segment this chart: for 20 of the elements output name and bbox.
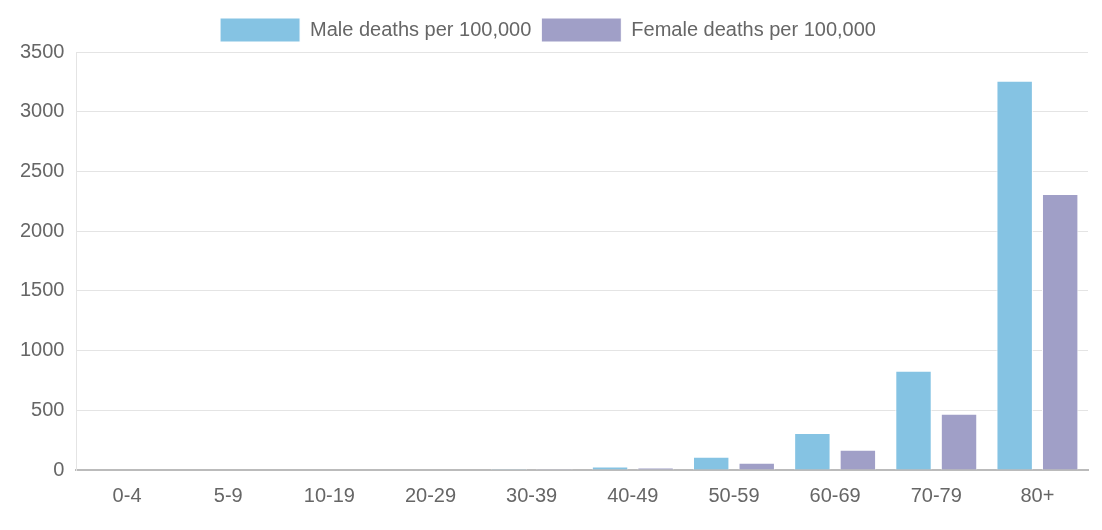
x-tick-label: 20-29	[404, 483, 457, 506]
legend-label: Female deaths per 100,000	[631, 17, 876, 40]
y-tick-label: 2000	[19, 218, 65, 241]
x-tick-label: 30-39	[506, 483, 558, 506]
x-tick-label: 10-19	[303, 483, 355, 506]
y-tick-label: 1000	[19, 338, 65, 361]
y-tick-label: 2500	[19, 158, 65, 181]
y-tick-label: 3500	[19, 39, 65, 62]
x-tick-label: 60-69	[809, 483, 861, 506]
y-tick-label: 500	[31, 397, 65, 420]
legend-label: Male deaths per 100,000	[310, 17, 532, 40]
y-tick-label: 0	[53, 457, 65, 480]
x-tick-label: 40-49	[607, 483, 659, 506]
x-tick-label: 80+	[1020, 483, 1055, 506]
y-tick-label: 3000	[19, 99, 65, 122]
y-tick-label: 1500	[19, 278, 65, 301]
x-tick-label: 50-59	[708, 483, 760, 506]
x-tick-label: 70-79	[910, 483, 962, 506]
x-tick-label: 5-9	[213, 483, 243, 506]
x-tick-label: 0-4	[112, 483, 142, 506]
